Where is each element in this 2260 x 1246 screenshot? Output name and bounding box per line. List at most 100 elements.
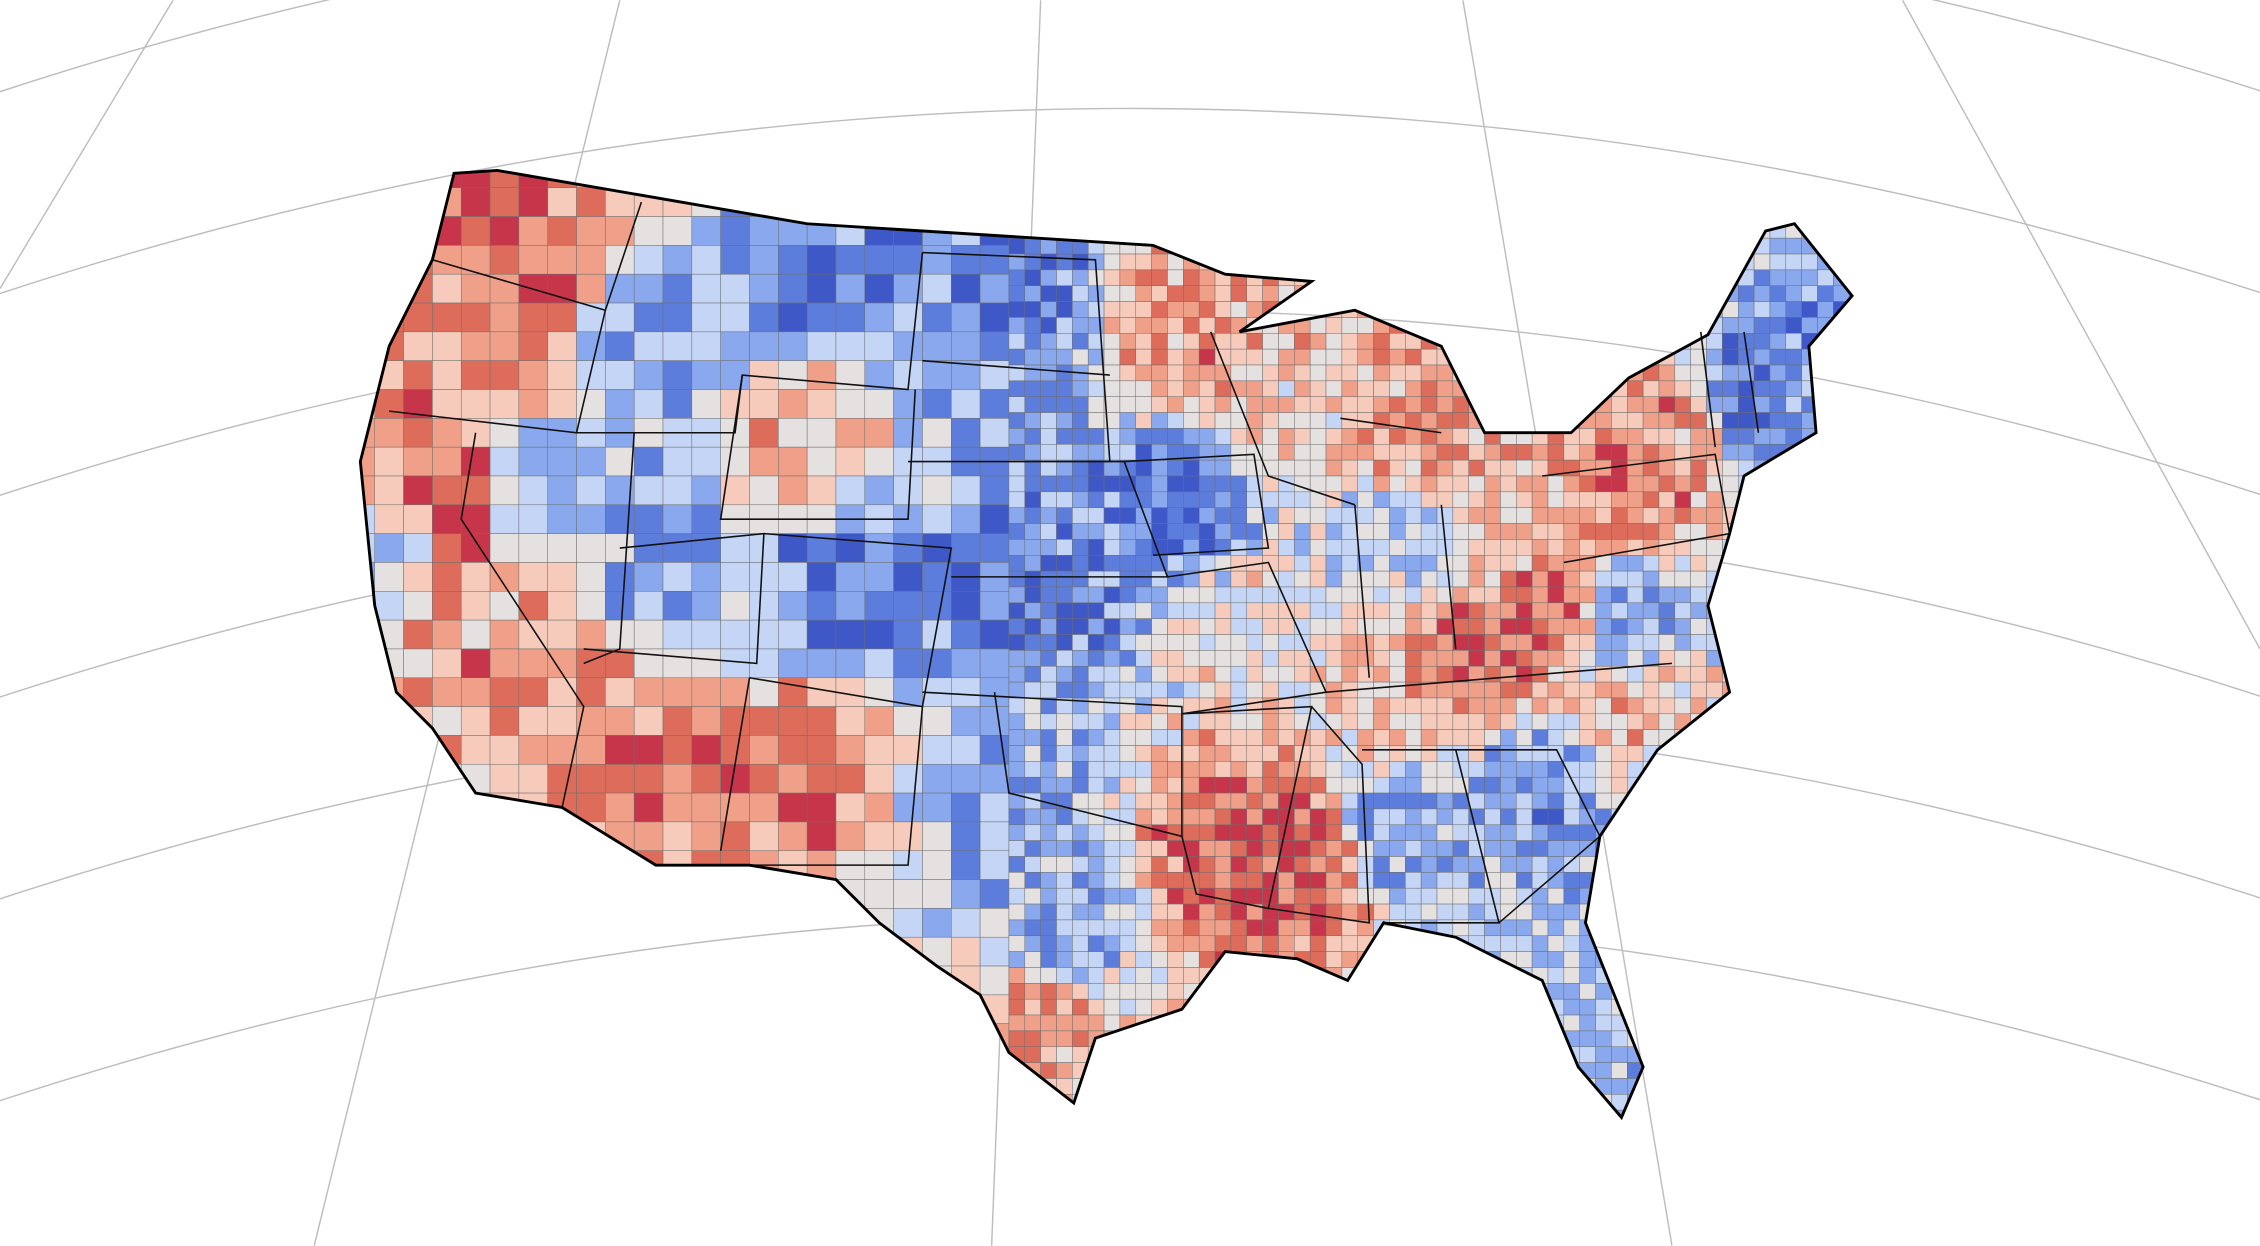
county xyxy=(1135,1062,1152,1079)
county xyxy=(1436,285,1454,302)
county xyxy=(1341,983,1358,1000)
county xyxy=(1658,412,1676,429)
county xyxy=(1167,507,1184,524)
county xyxy=(1436,935,1454,952)
county xyxy=(1865,650,1881,666)
county xyxy=(1484,808,1501,826)
county xyxy=(1531,808,1549,826)
county xyxy=(1817,1014,1834,1032)
county xyxy=(1817,285,1834,302)
county xyxy=(1769,523,1787,540)
county xyxy=(1500,887,1517,905)
county xyxy=(1357,1078,1374,1095)
county xyxy=(1737,1094,1755,1111)
county xyxy=(360,706,375,736)
county xyxy=(374,562,404,592)
county xyxy=(1436,380,1454,397)
county xyxy=(518,389,548,419)
county xyxy=(720,216,750,246)
county xyxy=(1230,348,1247,366)
county xyxy=(1817,523,1834,540)
county xyxy=(1737,951,1755,968)
county xyxy=(360,763,375,794)
county xyxy=(778,533,808,563)
county xyxy=(1611,570,1628,588)
county xyxy=(460,389,491,419)
county xyxy=(1595,507,1612,524)
county xyxy=(1436,776,1454,794)
county xyxy=(547,273,577,304)
county xyxy=(1309,586,1327,604)
county xyxy=(1436,1078,1454,1095)
county xyxy=(1579,998,1596,1016)
county xyxy=(1230,539,1247,556)
county xyxy=(1420,998,1438,1016)
county xyxy=(1500,935,1517,952)
county xyxy=(1278,170,1295,175)
county xyxy=(1531,253,1549,271)
county xyxy=(1848,555,1853,572)
county xyxy=(1024,697,1041,715)
county xyxy=(1309,428,1327,445)
county xyxy=(1848,713,1853,730)
county xyxy=(1373,983,1390,1000)
county xyxy=(951,302,981,333)
county xyxy=(1579,222,1596,239)
county xyxy=(1325,1030,1343,1048)
county xyxy=(1436,729,1454,746)
county xyxy=(1595,776,1612,794)
county xyxy=(1103,618,1121,635)
county xyxy=(1436,983,1454,1000)
county xyxy=(1373,237,1390,255)
county xyxy=(1024,444,1041,461)
county xyxy=(1484,792,1501,810)
county xyxy=(432,533,462,563)
county xyxy=(1246,1094,1263,1111)
county xyxy=(1833,539,1850,556)
county xyxy=(1547,174,1565,191)
county xyxy=(1642,237,1660,255)
county xyxy=(1230,634,1247,651)
county xyxy=(1658,935,1676,952)
county xyxy=(1246,170,1263,175)
county xyxy=(1833,840,1850,857)
county xyxy=(1722,983,1739,1000)
county xyxy=(1325,697,1343,715)
county xyxy=(1294,935,1311,952)
county xyxy=(1151,983,1168,1000)
county xyxy=(1690,301,1707,318)
county xyxy=(1214,412,1232,429)
county xyxy=(1611,285,1628,302)
county xyxy=(1151,459,1168,477)
county xyxy=(1547,237,1565,255)
county xyxy=(432,360,462,390)
county xyxy=(460,302,491,333)
county xyxy=(1468,1046,1485,1063)
county xyxy=(1262,1094,1279,1111)
county xyxy=(1737,998,1755,1016)
county xyxy=(951,706,981,736)
county xyxy=(1833,602,1850,619)
county xyxy=(1690,174,1707,191)
county xyxy=(1579,190,1596,207)
county xyxy=(1848,872,1853,889)
county xyxy=(1103,174,1121,191)
county xyxy=(1658,856,1676,873)
county xyxy=(1024,317,1041,334)
county xyxy=(979,475,1010,506)
county xyxy=(1262,174,1279,191)
county xyxy=(1135,618,1152,635)
county xyxy=(1563,951,1580,968)
county xyxy=(1420,190,1438,207)
county xyxy=(1373,507,1390,524)
county xyxy=(1278,983,1295,1000)
county xyxy=(489,735,520,765)
county xyxy=(1436,967,1454,984)
county xyxy=(1262,444,1279,461)
county xyxy=(1183,475,1200,493)
county xyxy=(1833,555,1850,572)
county xyxy=(835,1081,866,1111)
county xyxy=(1579,634,1596,651)
county xyxy=(1690,634,1707,651)
county xyxy=(1817,348,1834,366)
